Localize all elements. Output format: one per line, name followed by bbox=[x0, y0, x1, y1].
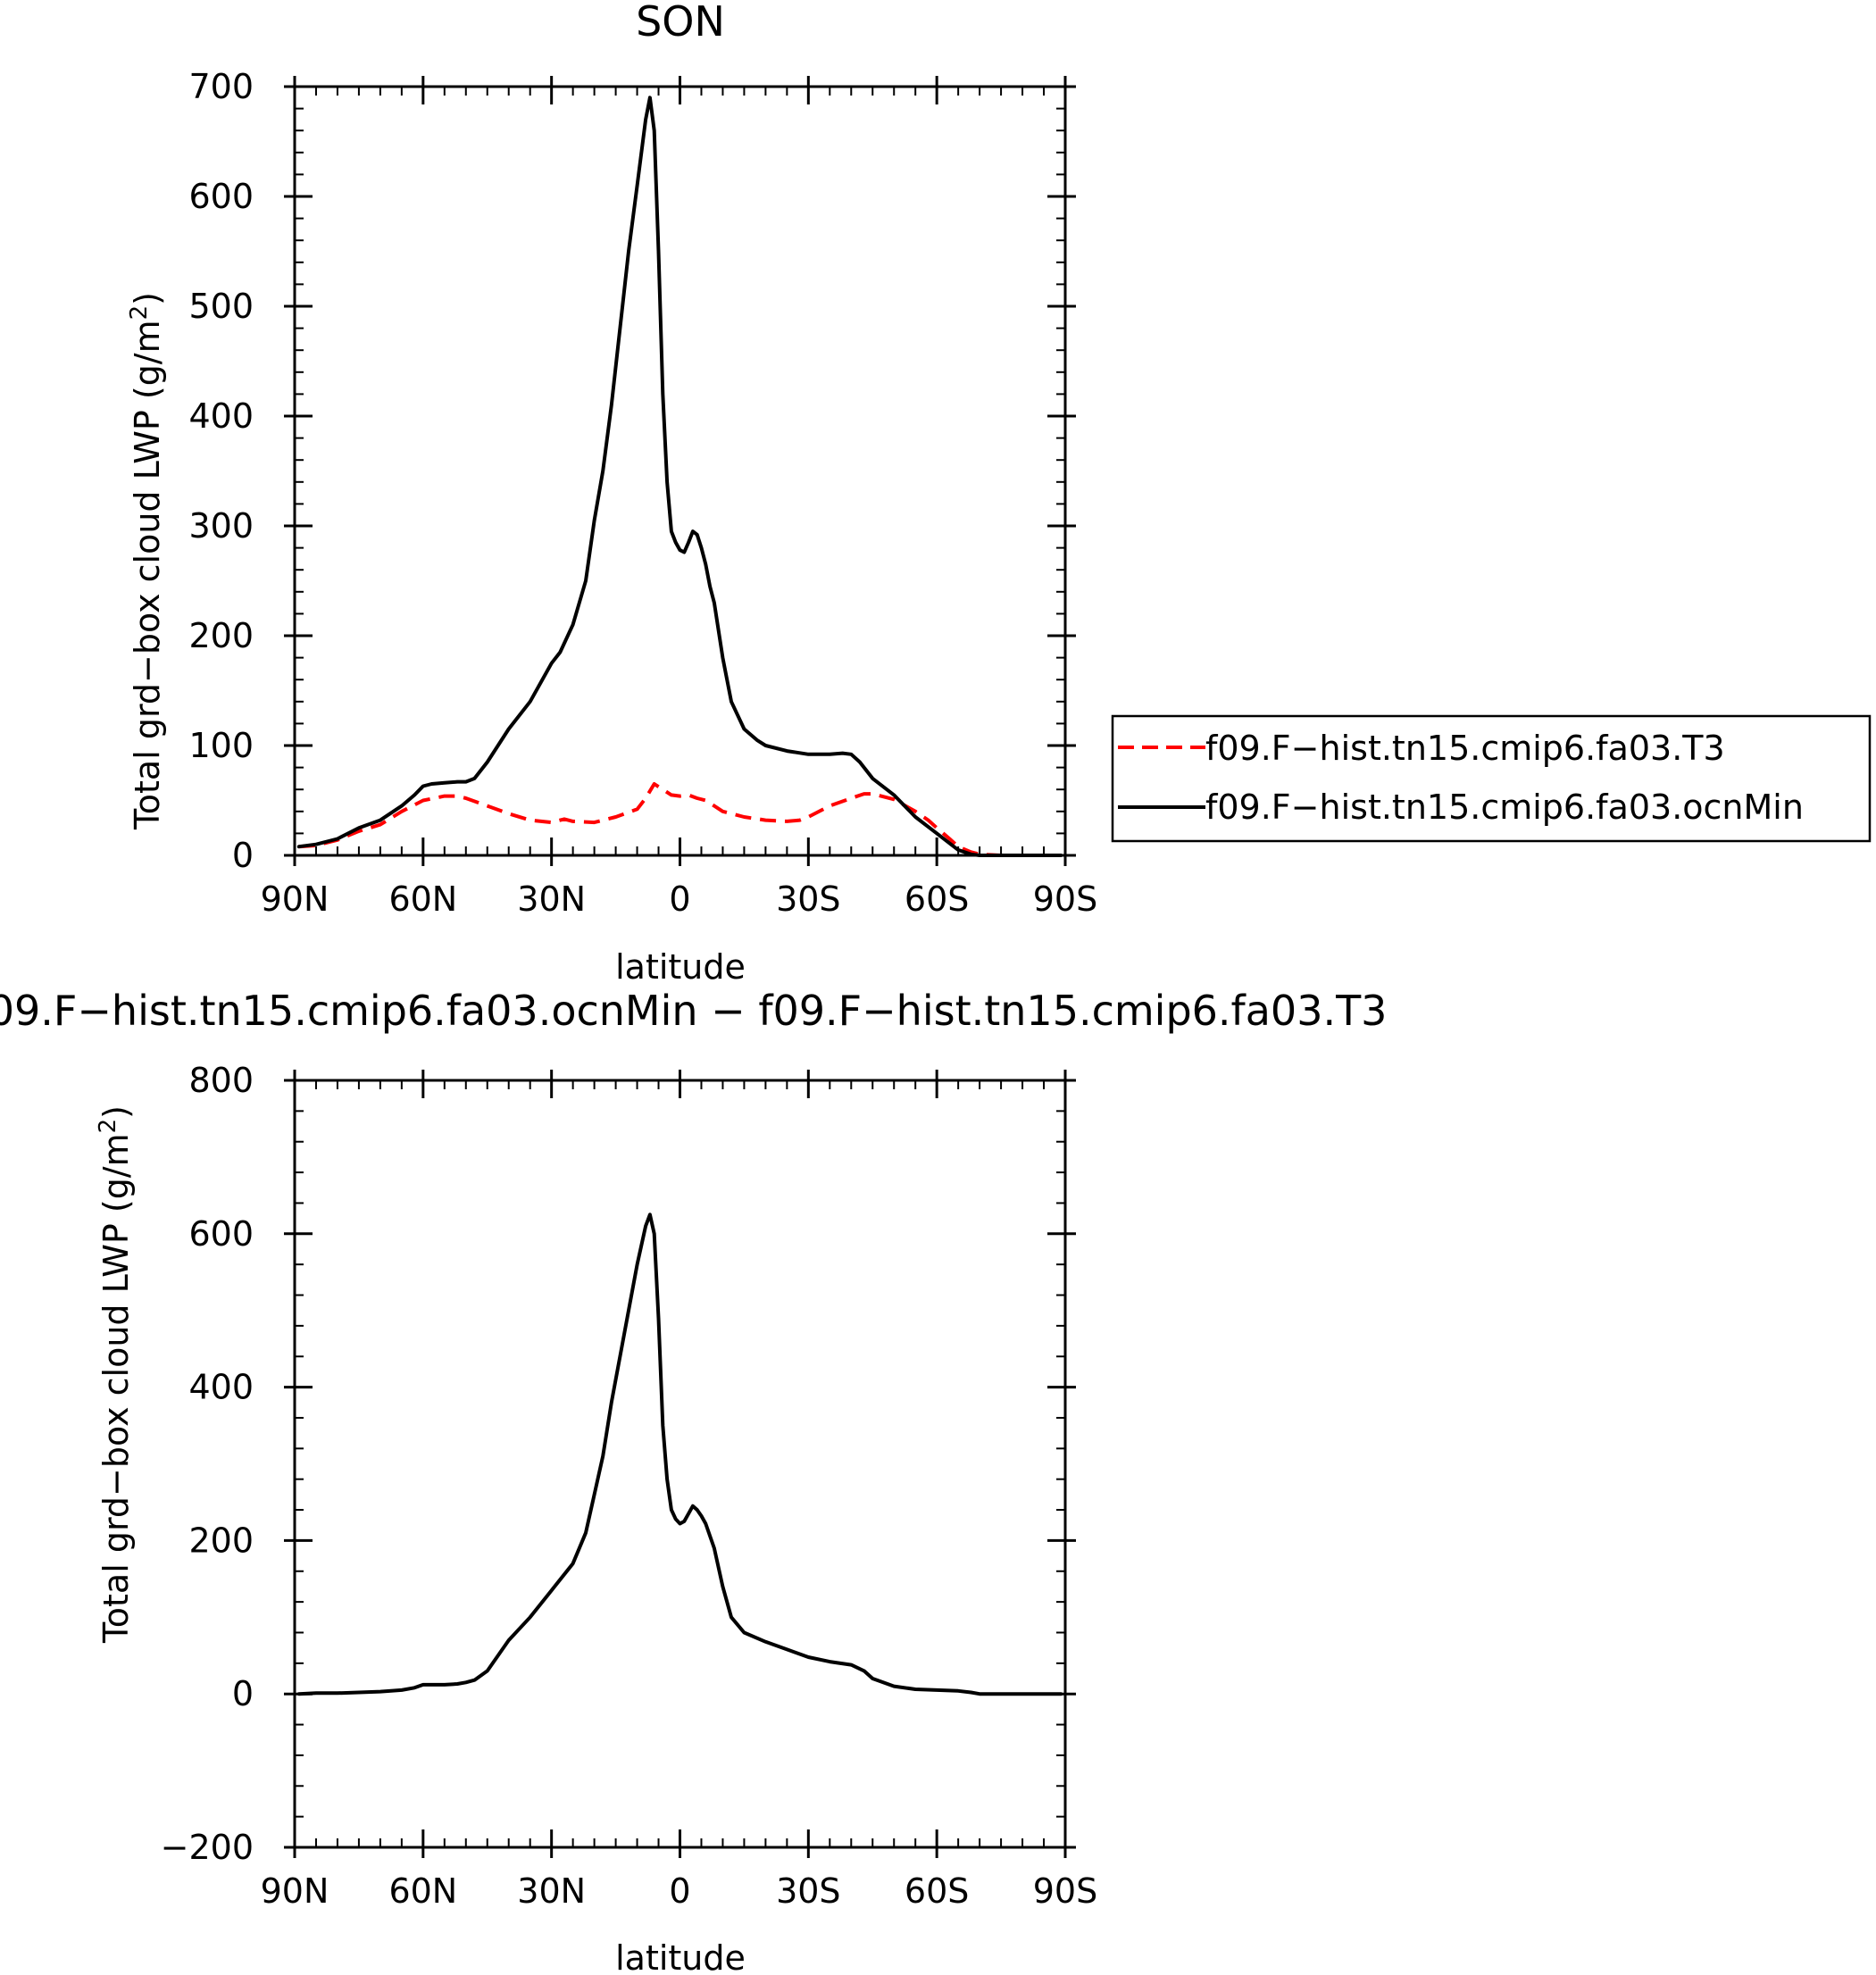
y-tick-label: 500 bbox=[188, 287, 254, 326]
top-chart-series-lines bbox=[296, 96, 1063, 857]
y-tick-label: 200 bbox=[188, 616, 254, 655]
bottom-chart-x-axis-label: latitude bbox=[615, 1938, 746, 1975]
top-chart-plot-frame bbox=[293, 85, 1067, 857]
x-tick-label: 90N bbox=[261, 1871, 329, 1911]
y-tick-label: 800 bbox=[188, 1061, 254, 1100]
top-chart-ticks bbox=[284, 76, 1076, 866]
bottom-chart-y-axis-label: Total grd−box cloud LWP (g/m2) bbox=[95, 1105, 136, 1644]
legend-frame bbox=[1111, 714, 1872, 843]
x-tick-label: 90S bbox=[1033, 1871, 1097, 1911]
y-tick-label: −200 bbox=[161, 1828, 254, 1867]
top-chart-tick-labels: 0 100 200 300 400 500 600 700 90N 60N 30N 0 30S 60S 90… bbox=[188, 67, 1097, 919]
x-tick-label: 60S bbox=[905, 879, 969, 919]
y-tick-label: 700 bbox=[188, 67, 254, 106]
y-tick-label: 100 bbox=[188, 726, 254, 765]
x-tick-label: 90N bbox=[261, 879, 329, 919]
y-tick-label: 400 bbox=[188, 1368, 254, 1407]
bottom-chart-plot-frame bbox=[293, 1079, 1067, 1849]
x-tick-label: 60N bbox=[388, 879, 457, 919]
y-tick-label: 600 bbox=[188, 177, 254, 216]
bottom-chart: f09.F−hist.tn15.cmip6.fa03.ocnMin − f09.… bbox=[0, 987, 1387, 1975]
x-tick-label: 30N bbox=[517, 1871, 586, 1911]
top-chart-legend: f09.F−hist.tn15.cmip6.fa03.T3 f09.F−hist… bbox=[1111, 714, 1872, 843]
series-line-difference bbox=[296, 1212, 1063, 1696]
bottom-chart-title: f09.F−hist.tn15.cmip6.fa03.ocnMin − f09.… bbox=[0, 987, 1387, 1035]
y-tick-label: 400 bbox=[188, 396, 254, 436]
series-line-t3 bbox=[298, 782, 1062, 857]
series-line-ocnmin bbox=[296, 96, 1063, 857]
y-tick-label: 600 bbox=[188, 1214, 254, 1254]
bottom-chart-ticks bbox=[284, 1070, 1076, 1858]
y-tick-label: 200 bbox=[188, 1521, 254, 1560]
y-tick-label: 300 bbox=[188, 506, 254, 546]
top-chart-title: SON bbox=[636, 0, 725, 46]
bottom-chart-series-lines bbox=[296, 1212, 1063, 1696]
x-tick-label: 60N bbox=[388, 1871, 457, 1911]
top-chart: SON Total grd−box cloud LWP (g/m2) latit… bbox=[126, 0, 1872, 987]
x-tick-label: 30S bbox=[776, 879, 840, 919]
x-tick-label: 30N bbox=[517, 879, 586, 919]
legend-label-ocnmin: f09.F−hist.tn15.cmip6.fa03.ocnMin bbox=[1205, 788, 1804, 827]
y-tick-label: 0 bbox=[232, 836, 254, 875]
y-tick-label: 0 bbox=[232, 1674, 254, 1713]
x-tick-label: 0 bbox=[669, 1871, 690, 1911]
x-tick-label: 0 bbox=[669, 879, 690, 919]
legend-label-t3: f09.F−hist.tn15.cmip6.fa03.T3 bbox=[1205, 729, 1725, 768]
x-tick-label: 30S bbox=[776, 1871, 840, 1911]
top-chart-x-axis-label: latitude bbox=[615, 947, 746, 987]
bottom-chart-tick-labels: −200 0 200 400 600 800 90N 60N 30N 0 30S 60S 90S bbox=[161, 1061, 1098, 1911]
top-chart-y-axis-label: Total grd−box cloud LWP (g/m2) bbox=[126, 292, 167, 830]
x-tick-label: 90S bbox=[1033, 879, 1097, 919]
x-tick-label: 60S bbox=[905, 1871, 969, 1911]
